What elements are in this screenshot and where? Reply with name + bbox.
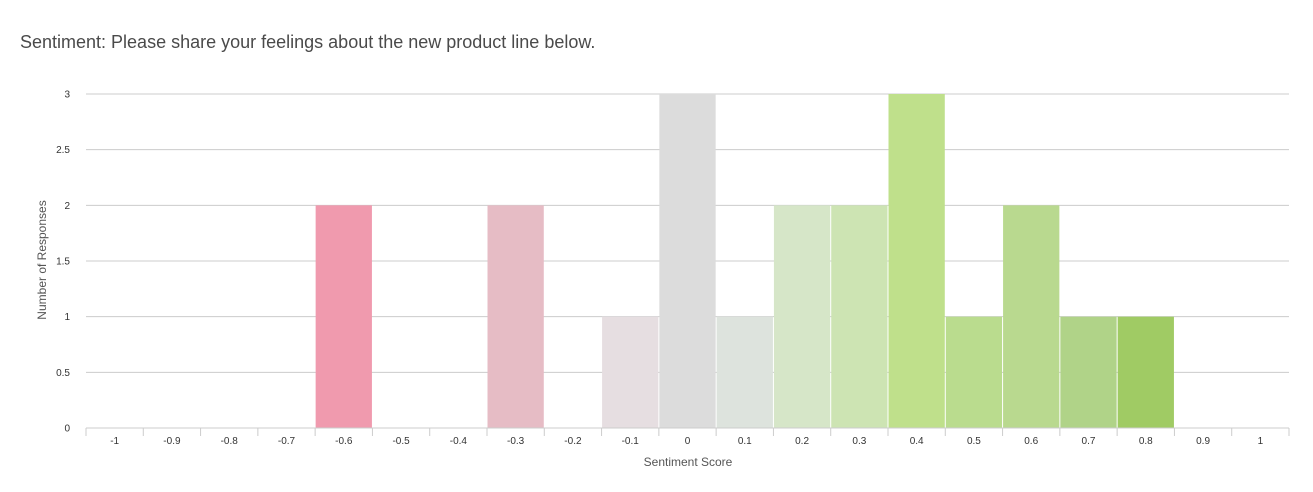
x-tick-label: 0 [685,436,691,447]
y-tick-labels: 0 0.5 1 1.5 2 2.5 3 [56,90,70,435]
x-tick-label: 0.9 [1196,436,1210,447]
x-tick-label: -0.8 [221,436,239,447]
x-tick-label: 0.3 [852,436,866,447]
y-tick-label: 3 [64,90,70,101]
y-tick-label: 1 [64,312,70,323]
y-tick-label: 2 [64,201,70,212]
bar--0.1[interactable] [602,316,659,428]
x-axis-label: Sentiment Score [644,455,733,469]
x-tick-label: -0.5 [392,436,410,447]
x-tick-label: 1 [1258,436,1264,447]
bar-0.4[interactable] [888,94,945,428]
y-tick-label: 0 [64,424,70,435]
x-tick-label: -0.6 [335,436,353,447]
x-tick-label: 0.6 [1024,436,1038,447]
x-tick-label: -0.9 [163,436,181,447]
bar--0.6[interactable] [315,205,372,428]
y-axis-label: Number of Responses [35,200,49,319]
x-tick-label: -0.1 [622,436,640,447]
x-tick-label: -0.4 [450,436,468,447]
chart-title: Sentiment: Please share your feelings ab… [20,32,596,52]
bar-0.3[interactable] [831,205,888,428]
x-tick-label: -0.7 [278,436,296,447]
x-tick-label: 0.7 [1082,436,1096,447]
x-tick-label: -1 [110,436,119,447]
bar-0[interactable] [659,94,716,428]
bar--0.3[interactable] [487,205,544,428]
bar-0.8[interactable] [1117,316,1174,428]
x-tick-label: 0.2 [795,436,809,447]
bar-0.5[interactable] [945,316,1003,428]
bar-0.7[interactable] [1060,316,1117,428]
bars [315,94,1174,428]
x-tick-label: 0.4 [910,436,924,447]
x-tick-label: 0.1 [738,436,752,447]
y-tick-label: 1.5 [56,257,70,268]
y-tick-label: 2.5 [56,145,70,156]
x-axis: -1 -0.9 -0.8 -0.7 -0.6 -0.5 -0.4 -0.3 -0.2 -0.1 0 0… [85,427,1290,447]
bar-0.6[interactable] [1003,205,1060,428]
bar-0.2[interactable] [773,205,831,428]
x-tick-label: -0.2 [564,436,582,447]
bar-0.1[interactable] [716,316,773,428]
x-tick-label: 0.8 [1139,436,1153,447]
x-tick-label: -0.3 [507,436,525,447]
y-tick-label: 0.5 [56,368,70,379]
x-tick-label: 0.5 [967,436,981,447]
